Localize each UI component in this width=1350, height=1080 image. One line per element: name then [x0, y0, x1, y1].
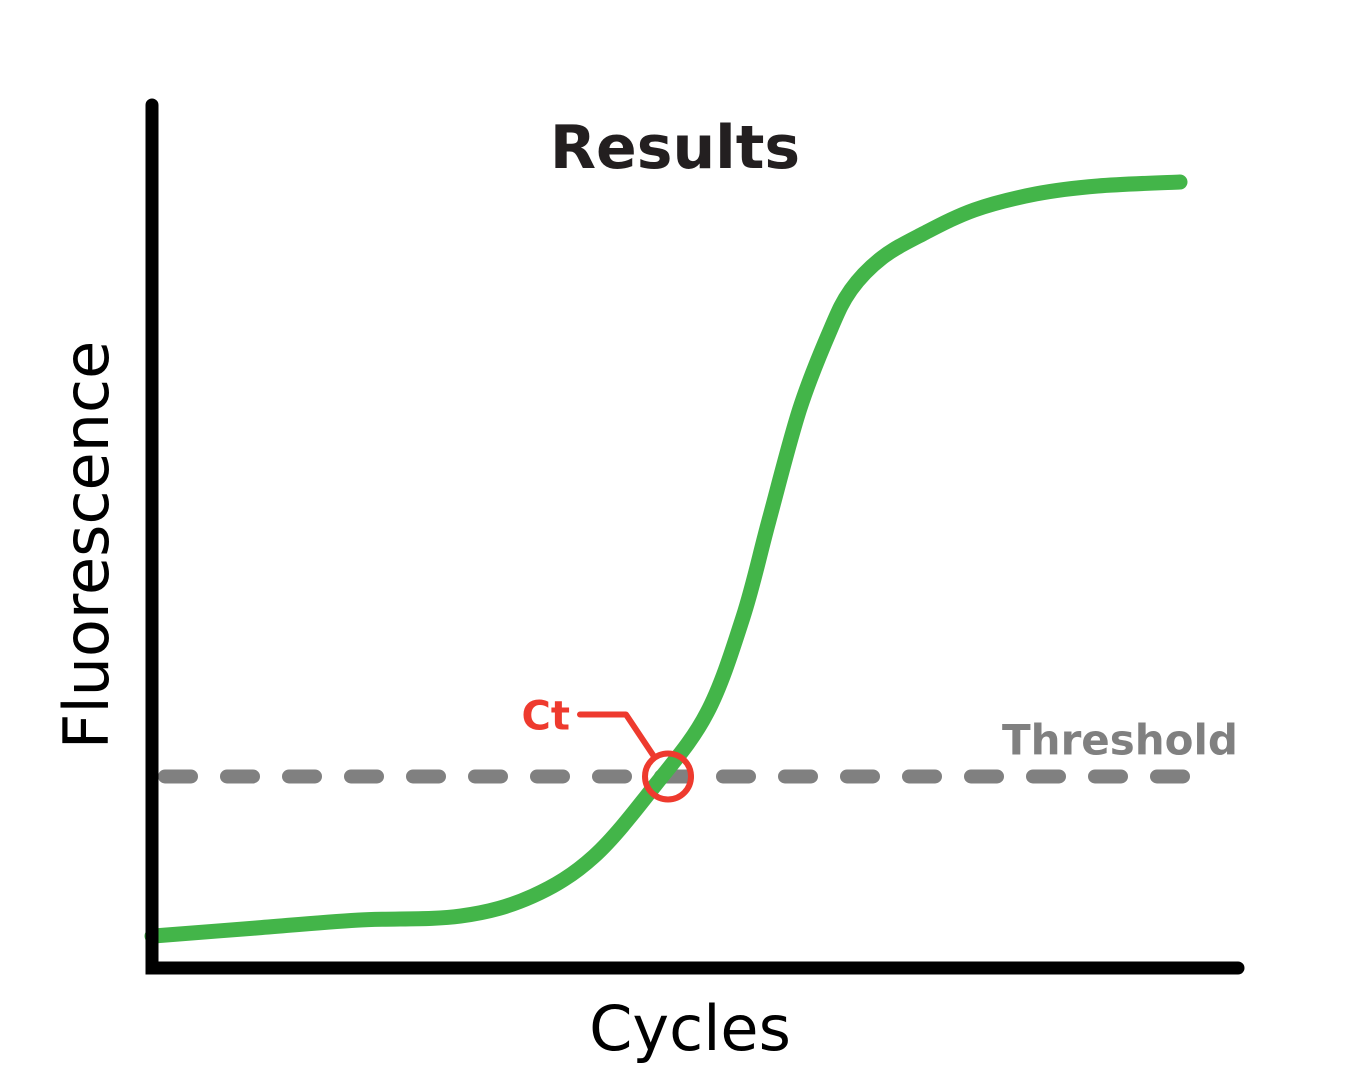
- chart-title: Results: [550, 113, 800, 183]
- ct-marker: [642, 750, 694, 803]
- ct-label: Ct: [522, 693, 570, 739]
- ct-leader-line: [577, 711, 657, 760]
- plot-area: Threshold Ct: [144, 98, 1245, 975]
- x-axis-label: Cycles: [589, 992, 791, 1065]
- threshold-label: Threshold: [1002, 715, 1238, 764]
- amplification-curve: [144, 174, 1188, 944]
- chart-axes: [145, 98, 1245, 975]
- y-axis-label: Fluorescence: [50, 341, 123, 749]
